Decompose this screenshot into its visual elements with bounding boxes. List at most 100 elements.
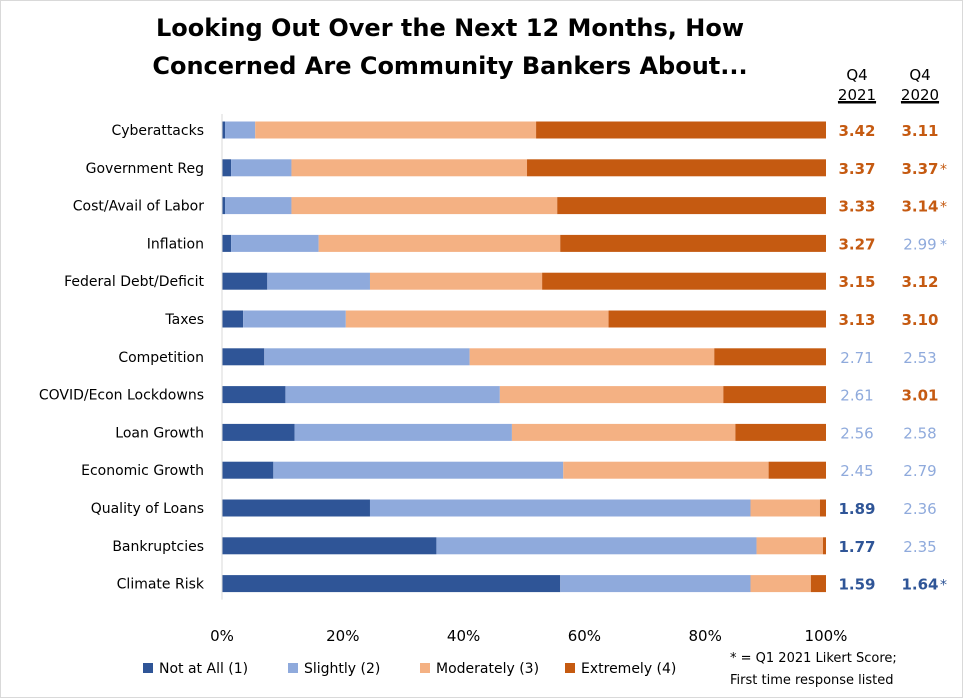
- bar-segment-not-at-all: [222, 159, 232, 177]
- bar-segment-slightly: [436, 537, 757, 555]
- bar-segment-slightly: [264, 348, 470, 366]
- chart-title-line-2: Concerned Are Community Bankers About...: [152, 52, 748, 80]
- score-q4-2020: 3.37: [901, 160, 938, 178]
- footnote-line: First time response listed: [730, 673, 894, 688]
- bar-segment-not-at-all: [222, 575, 561, 593]
- bar-segment-not-at-all: [222, 310, 244, 328]
- bar-segment-extremely: [557, 197, 826, 215]
- bar-segment-extremely: [768, 461, 826, 479]
- score-star-mark: *: [940, 237, 947, 253]
- bar-segment-extremely: [822, 537, 826, 555]
- x-tick-label: 40%: [447, 627, 480, 645]
- bar-segment-moderately: [750, 575, 811, 593]
- score-q4-2020: 2.36: [903, 500, 936, 518]
- score-q4-2021: 3.13: [838, 311, 875, 329]
- bar-segment-extremely: [527, 159, 826, 177]
- score-q4-2021: 2.56: [840, 424, 873, 442]
- score-q4-2021: 1.89: [838, 500, 875, 518]
- score-q4-2020: 3.11: [901, 122, 938, 140]
- x-tick-label: 20%: [326, 627, 359, 645]
- bar-segment-slightly: [294, 423, 512, 441]
- bar-segment-not-at-all: [222, 499, 370, 517]
- bar-segment-moderately: [255, 121, 537, 139]
- category-label: Quality of Loans: [91, 501, 204, 517]
- score-star-mark: *: [940, 578, 947, 594]
- bar-segment-slightly: [560, 575, 751, 593]
- score-q4-2020: 3.10: [901, 311, 938, 329]
- bar-segment-moderately: [291, 159, 528, 177]
- bar-segment-slightly: [225, 121, 256, 139]
- bar-segment-slightly: [231, 234, 319, 252]
- bar-segment-moderately: [756, 537, 823, 555]
- bar-segment-extremely: [714, 348, 826, 366]
- bar-segment-not-at-all: [222, 537, 437, 555]
- bar-segment-not-at-all: [222, 348, 265, 366]
- bar-segment-extremely: [608, 310, 826, 328]
- legend-label: Not at All (1): [159, 661, 248, 677]
- bar-segment-not-at-all: [222, 197, 226, 215]
- score-column-header-year: 2021: [838, 86, 876, 104]
- score-q4-2021: 3.27: [838, 235, 875, 253]
- bar-segment-extremely: [810, 575, 826, 593]
- category-label: Cyberattacks: [111, 123, 204, 139]
- score-star-mark: *: [940, 200, 947, 216]
- score-q4-2020: 3.12: [901, 273, 938, 291]
- score-q4-2020: 2.53: [903, 349, 936, 367]
- bar-segment-not-at-all: [222, 461, 274, 479]
- bar-segment-extremely: [536, 121, 826, 139]
- score-q4-2021: 2.71: [840, 349, 873, 367]
- bar-segment-slightly: [285, 386, 500, 404]
- score-q4-2021: 2.61: [840, 387, 873, 405]
- bar-segment-extremely: [819, 499, 826, 517]
- score-column-header-top: Q4: [846, 66, 867, 84]
- score-q4-2021: 3.37: [838, 160, 875, 178]
- x-tick-label: 60%: [568, 627, 601, 645]
- legend-swatch: [143, 663, 153, 673]
- score-star-mark: *: [940, 162, 947, 178]
- bar-segment-moderately: [563, 461, 769, 479]
- category-label: Economic Growth: [81, 463, 204, 479]
- score-q4-2021: 1.77: [838, 538, 875, 556]
- bar-segment-extremely: [723, 386, 826, 404]
- legend-label: Slightly (2): [304, 661, 380, 677]
- bar-segment-not-at-all: [222, 272, 268, 290]
- x-tick-label: 80%: [689, 627, 722, 645]
- legend-label: Moderately (3): [436, 661, 539, 677]
- score-q4-2020: 2.35: [903, 538, 936, 556]
- bar-segment-moderately: [499, 386, 724, 404]
- bar-segment-extremely: [542, 272, 826, 290]
- bar-segment-moderately: [291, 197, 558, 215]
- bar-segment-moderately: [369, 272, 543, 290]
- bar-segment-extremely: [735, 423, 826, 441]
- score-q4-2020: 2.79: [903, 462, 936, 480]
- footnote-line: * = Q1 2021 Likert Score;: [730, 651, 897, 666]
- category-label: Government Reg: [86, 161, 204, 177]
- category-label: Inflation: [147, 236, 204, 252]
- legend-label: Extremely (4): [581, 661, 676, 677]
- bar-segment-slightly: [231, 159, 292, 177]
- bar-segment-moderately: [345, 310, 609, 328]
- category-label: Competition: [118, 350, 204, 366]
- score-q4-2020: 3.01: [901, 387, 938, 405]
- score-q4-2021: 2.45: [840, 462, 873, 480]
- bar-segment-not-at-all: [222, 234, 232, 252]
- legend-swatch: [565, 663, 575, 673]
- legend-swatch: [288, 663, 298, 673]
- bar-segment-slightly: [243, 310, 346, 328]
- bar-segment-moderately: [511, 423, 736, 441]
- score-q4-2021: 1.59: [838, 576, 875, 594]
- score-q4-2021: 3.15: [838, 273, 875, 291]
- score-q4-2021: 3.42: [838, 122, 875, 140]
- legend-swatch: [420, 663, 430, 673]
- score-q4-2020: 3.14: [901, 198, 938, 216]
- score-q4-2021: 3.33: [838, 198, 875, 216]
- score-column-header-top: Q4: [909, 66, 930, 84]
- bar-segment-slightly: [369, 499, 751, 517]
- score-q4-2020: 2.99: [903, 235, 936, 253]
- bar-segment-not-at-all: [222, 423, 295, 441]
- x-tick-label: 100%: [805, 627, 848, 645]
- score-column-header-year: 2020: [901, 86, 939, 104]
- bar-segment-extremely: [560, 234, 826, 252]
- bar-segment-slightly: [267, 272, 370, 290]
